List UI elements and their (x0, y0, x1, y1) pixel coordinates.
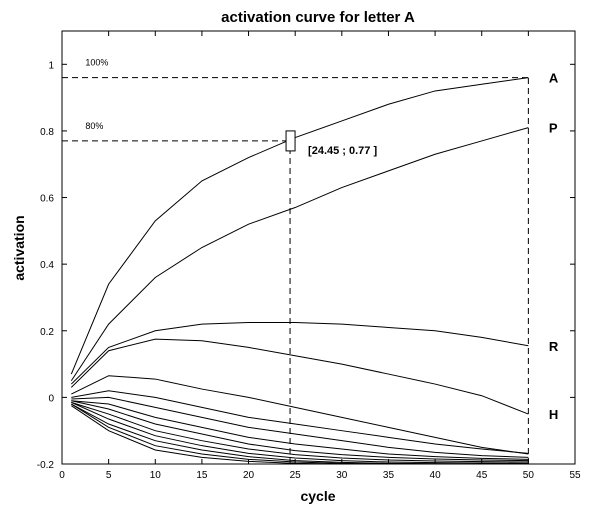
x-axis-label: cycle (300, 488, 335, 504)
y-tick-label: 0.6 (40, 194, 54, 205)
reference-label: 100% (85, 58, 108, 68)
series-curve (70, 321, 529, 385)
reference-lines: 100% 80% (62, 58, 529, 464)
curve-label: R (549, 339, 559, 354)
x-tick-label: 20 (243, 470, 255, 481)
x-tick-label: 35 (383, 470, 395, 481)
marker-label: [24.45 ; 0.77 ] (308, 145, 377, 157)
y-axis-label: activation (11, 215, 27, 280)
x-tick-label: 50 (523, 470, 535, 481)
series-curve (71, 400, 529, 462)
x-tick-label: 5 (106, 470, 112, 481)
series-curve (71, 396, 529, 458)
data-curves (70, 77, 529, 465)
curve-label: H (549, 407, 558, 422)
y-tick-label: 0 (48, 393, 54, 404)
x-tick-label: 25 (290, 470, 302, 481)
x-tick-label: 40 (430, 470, 442, 481)
series-curve (70, 338, 529, 415)
series-curve (71, 400, 529, 460)
x-tick-label: 30 (336, 470, 348, 481)
series-curve (71, 390, 529, 454)
x-tick-label: 0 (59, 470, 65, 481)
x-tick-label: 45 (476, 470, 488, 481)
y-tick-label: 0.2 (40, 327, 54, 338)
y-tick-label: -0.2 (37, 460, 55, 471)
chart-title: activation curve for letter A (221, 9, 415, 26)
y-tick-label: 0.8 (40, 127, 54, 138)
y-tick-label: 0.4 (40, 260, 54, 271)
value-marker (285, 130, 296, 152)
series-curve (70, 127, 529, 382)
series-curve (71, 401, 529, 463)
x-tick-label: 15 (196, 470, 208, 481)
plot-area (61, 30, 576, 465)
annotations: [24.45 ; 0.77 ] A P R H (285, 71, 559, 422)
series-curve (71, 405, 529, 465)
curve-label: P (549, 121, 558, 136)
series-curve (71, 375, 529, 455)
curve-label: A (549, 71, 559, 86)
x-tick-label: 55 (569, 470, 581, 481)
axis-ticks: 0 5 10 15 20 25 30 35 40 45 50 55 -0.2 0 0.2 0.4 0.6 0.8 1 (37, 31, 581, 481)
x-tick-label: 10 (150, 470, 162, 481)
y-tick-label: 1 (48, 60, 54, 71)
reference-label: 80% (85, 121, 103, 131)
series-curve (71, 401, 529, 464)
